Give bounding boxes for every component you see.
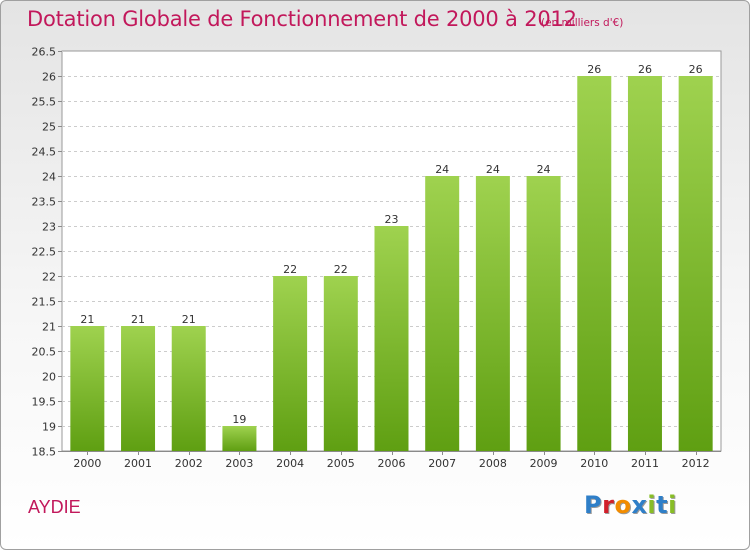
- y-tick-label: 26.5: [32, 46, 57, 59]
- bar: [577, 76, 612, 451]
- bar: [222, 426, 257, 451]
- y-tick-label: 20: [42, 371, 56, 384]
- bar: [425, 176, 460, 451]
- bar: [678, 76, 713, 451]
- x-tick-label: 2005: [327, 457, 355, 470]
- chart-unit-label: (en milliers d'€): [541, 17, 624, 29]
- entity-name: AYDIE: [28, 497, 81, 517]
- bar-value-label: 21: [131, 313, 145, 326]
- logo-letter: o: [614, 491, 632, 519]
- logo-letter: r: [602, 491, 615, 519]
- logo-letter: i: [647, 491, 657, 519]
- proxiti-logo: Proxiti: [584, 491, 677, 519]
- x-tick-label: 2007: [428, 457, 456, 470]
- bar-value-label: 22: [334, 263, 348, 276]
- logo-letter: x: [631, 491, 648, 519]
- bar: [121, 326, 156, 451]
- bar-value-label: 24: [486, 163, 500, 176]
- bar-value-label: 21: [182, 313, 196, 326]
- y-tick-label: 23: [42, 221, 56, 234]
- bar: [526, 176, 561, 451]
- x-tick-label: 2003: [225, 457, 253, 470]
- y-tick-label: 23.5: [32, 196, 57, 209]
- bar-value-label: 24: [435, 163, 449, 176]
- x-tick-label: 2011: [631, 457, 659, 470]
- bar-value-label: 23: [385, 213, 399, 226]
- y-tick-label: 25.5: [32, 96, 57, 109]
- bar: [374, 226, 409, 451]
- bar: [70, 326, 105, 451]
- x-tick-label: 2004: [276, 457, 304, 470]
- bar-value-label: 24: [537, 163, 551, 176]
- y-tick-label: 20.5: [32, 346, 57, 359]
- y-tick-label: 26: [42, 71, 56, 84]
- logo-letter: t: [656, 491, 669, 519]
- y-tick-label: 24: [42, 171, 56, 184]
- y-tick-label: 22.5: [32, 246, 57, 259]
- x-tick-label: 2008: [479, 457, 507, 470]
- x-tick-label: 2012: [682, 457, 710, 470]
- x-tick-label: 2001: [124, 457, 152, 470]
- chart-title: Dotation Globale de Fonctionnement de 20…: [27, 7, 577, 31]
- y-tick-label: 18.5: [32, 446, 57, 459]
- bar-value-label: 21: [80, 313, 94, 326]
- x-tick-label: 2002: [175, 457, 203, 470]
- bar-value-label: 26: [638, 63, 652, 76]
- bar: [627, 76, 662, 451]
- x-tick-label: 2010: [580, 457, 608, 470]
- bar: [171, 326, 206, 451]
- x-tick-label: 2009: [530, 457, 558, 470]
- bar-value-label: 26: [587, 63, 601, 76]
- y-tick-label: 21.5: [32, 296, 57, 309]
- y-tick-label: 25: [42, 121, 56, 134]
- bar: [323, 276, 358, 451]
- y-tick-label: 19.5: [32, 396, 57, 409]
- y-tick-label: 21: [42, 321, 56, 334]
- x-tick-label: 2000: [73, 457, 101, 470]
- y-tick-label: 19: [42, 421, 56, 434]
- bar: [475, 176, 510, 451]
- x-tick-label: 2006: [378, 457, 406, 470]
- bar-value-label: 26: [689, 63, 703, 76]
- y-tick-label: 24.5: [32, 146, 57, 159]
- bar-value-label: 19: [232, 413, 246, 426]
- logo-letter: i: [668, 491, 677, 519]
- y-tick-label: 22: [42, 271, 56, 284]
- logo-letter: P: [584, 491, 603, 519]
- bar-value-label: 22: [283, 263, 297, 276]
- bar: [273, 276, 308, 451]
